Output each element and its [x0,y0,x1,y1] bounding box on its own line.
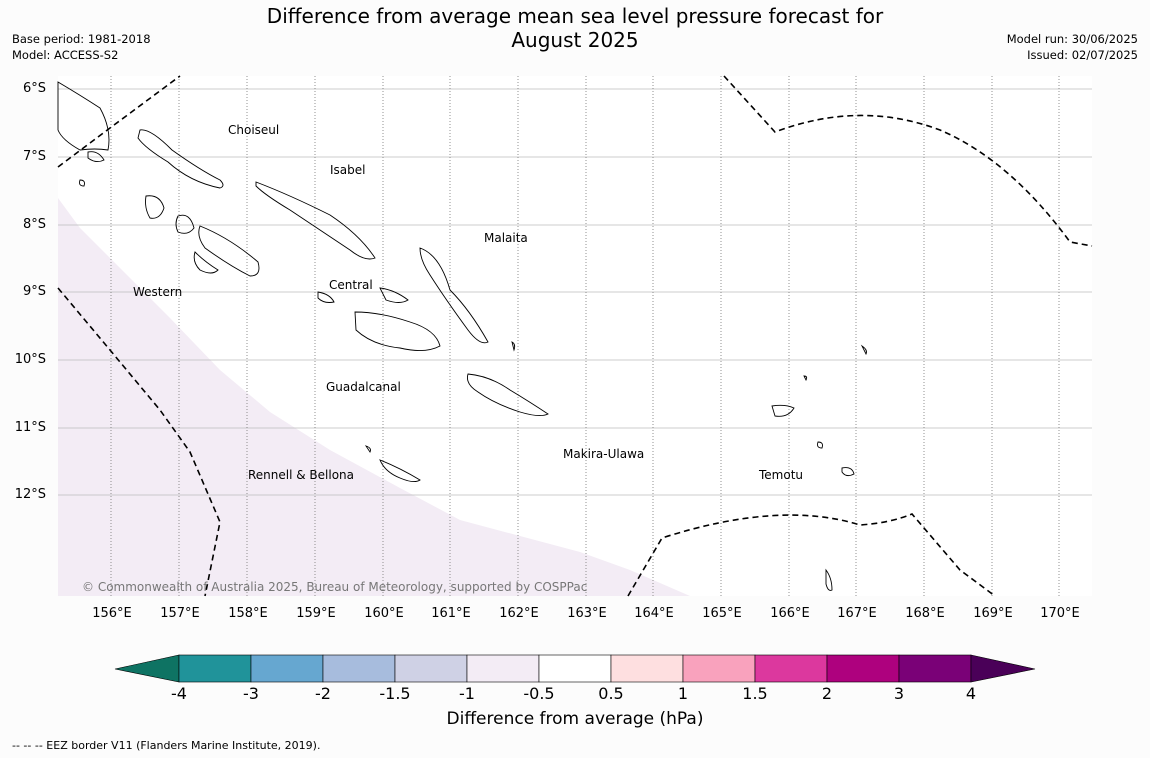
colorbar [114,654,1036,683]
place-label-isabel: Isabel [330,163,366,177]
lon-label: 168°E [905,606,945,621]
lon-label: 166°E [770,606,810,621]
rennell-island [379,459,421,483]
lon-label: 167°E [837,606,877,621]
base-period: Base period: 1981-2018 [12,32,151,46]
colorbar-tick: -1.5 [379,684,411,703]
colorbar-tick: -2 [315,684,331,703]
colorbar-tick: 0.5 [598,684,624,703]
lat-label: 11°S [14,420,46,435]
colorbar-tick: 3 [893,684,905,703]
lat-label: 12°S [14,487,46,502]
guadalcanal-island [354,311,441,351]
bougainville-island [57,81,110,151]
place-label-western: Western [133,285,183,299]
lon-label: 156°E [92,606,132,621]
colorbar-tick: -1 [459,684,475,703]
model-run: Model run: 30/06/2025 [1006,32,1138,46]
colorbar-high-extension [970,654,1036,683]
lat-gridlines [58,88,1092,496]
eez-legend-note: -- -- -- EEZ border V11 (Flanders Marine… [12,739,321,752]
colorbar-low-extension [114,654,180,683]
colorbar-segment [610,654,684,683]
place-label-choiseul: Choiseul [228,123,280,137]
place-label-central: Central [329,278,373,292]
colorbar-segment [682,654,756,683]
colorbar-tick: 2 [821,684,833,703]
makira-island [467,373,549,417]
colorbar-segment [178,654,252,683]
colorbar-segment [826,654,900,683]
colorbar-segment [466,654,540,683]
eez-borders [57,75,1093,597]
issued-date: Issued: 02/07/2025 [1027,48,1138,62]
malaita-island [419,247,489,344]
choiseul-island [137,129,224,189]
colorbar-segment [898,654,972,683]
place-label-makira-ulawa: Makira-Ulawa [563,447,645,461]
colorbar-tick: 4 [965,684,977,703]
place-label-malaita: Malaita [484,231,528,245]
colorbar-segment [538,654,612,683]
lon-label: 160°E [364,606,404,621]
colorbar-segment [754,654,828,683]
lat-label: 9°S [22,284,46,299]
lon-label: 162°E [499,606,539,621]
place-label-rennell-bellona: Rennell & Bellona [248,468,355,482]
lon-label: 170°E [1040,606,1080,621]
lon-label: 158°E [228,606,268,621]
colorbar-tick: 1.5 [742,684,768,703]
place-label-guadalcanal: Guadalcanal [326,380,401,394]
santa-cruz-island [771,404,795,417]
map-title-line1: Difference from average mean sea level p… [266,4,884,28]
isabel-island [255,181,376,260]
colorbar-segment [322,654,396,683]
lon-label: 159°E [296,606,336,621]
lon-label: 161°E [431,606,471,621]
coastlines [57,81,867,591]
colorbar-tick: -0.5 [523,684,555,703]
lon-label: 163°E [567,606,607,621]
lat-label: 6°S [22,81,46,96]
colorbar-tick: 1 [677,684,689,703]
lon-label: 169°E [973,606,1013,621]
map-title: Difference from average mean sea level p… [0,4,1150,52]
lat-label: 10°S [14,352,46,367]
lat-label: 7°S [22,149,46,164]
place-label-temotu: Temotu [759,468,804,482]
colorbar-label: Difference from average (hPa) [446,709,704,729]
lon-label: 164°E [634,606,674,621]
meta-right: Model run: 30/06/2025 Issued: 02/07/2025 [1007,31,1138,63]
lat-label: 8°S [22,217,46,232]
lon-label: 165°E [702,606,742,621]
copyright-notice: © Commonwealth of Australia 2025, Bureau… [82,580,588,594]
map-title-line2: August 2025 [511,28,639,52]
anomaly-shade-region [58,198,690,596]
model-name: Model: ACCESS-S2 [12,48,119,62]
colorbar-segment [394,654,468,683]
meta-left: Base period: 1981-2018 Model: ACCESS-S2 [12,31,151,63]
lon-label: 157°E [160,606,200,621]
colorbar-tick: -3 [243,684,259,703]
colorbar-tick: -4 [171,684,187,703]
colorbar-segment [250,654,324,683]
